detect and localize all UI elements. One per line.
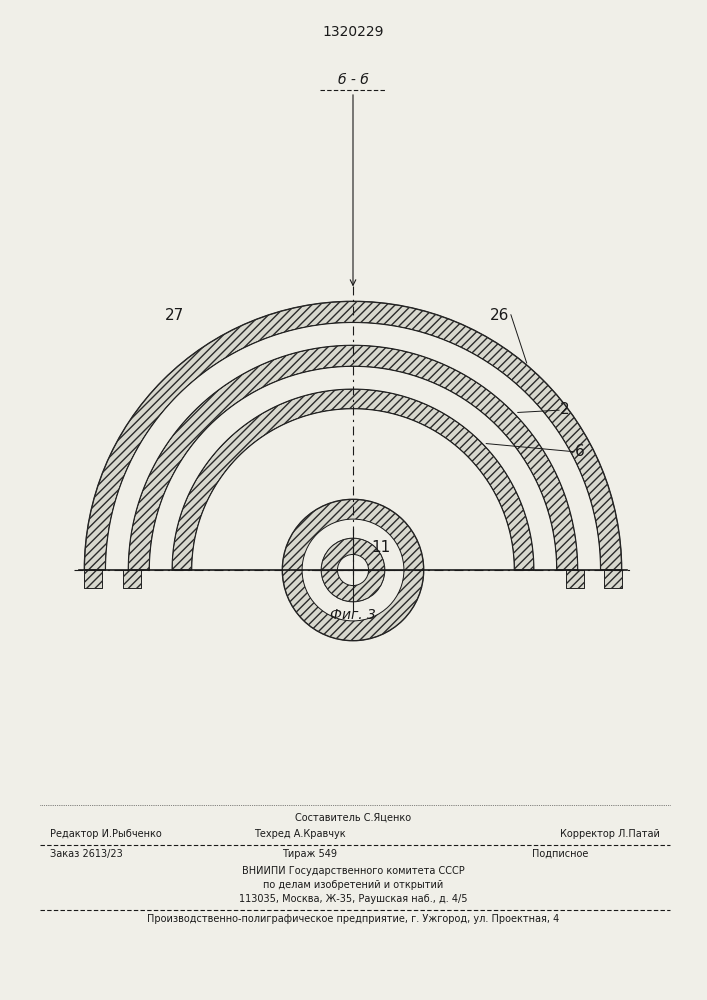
Text: Тираж 549: Тираж 549 [283,849,337,859]
Wedge shape [172,389,534,570]
Wedge shape [105,323,600,570]
Circle shape [321,538,385,602]
Bar [604,570,621,588]
Text: 27: 27 [165,308,185,322]
Circle shape [302,519,404,621]
Bar [84,570,103,588]
Wedge shape [128,345,578,570]
Text: б - б: б - б [338,73,368,87]
Text: Редактор И.Рыбченко: Редактор И.Рыбченко [50,829,162,839]
Text: 26: 26 [491,308,510,322]
Text: Подписное: Подписное [532,849,588,859]
Bar [123,570,141,588]
Text: 11: 11 [371,540,390,556]
Text: Составитель С.Яценко: Составитель С.Яценко [295,813,411,823]
Wedge shape [192,409,514,570]
Text: по делам изобретений и открытий: по делам изобретений и открытий [263,880,443,890]
Text: ВНИИПИ Государственного комитета СССР: ВНИИПИ Государственного комитета СССР [242,866,464,876]
Circle shape [337,554,368,586]
Text: Корректор Л.Патай: Корректор Л.Патай [560,829,660,839]
Text: 113035, Москва, Ж-35, Раушская наб., д. 4/5: 113035, Москва, Ж-35, Раушская наб., д. … [239,894,467,904]
Text: Производственно-полиграфическое предприятие, г. Ужгород, ул. Проектная, 4: Производственно-полиграфическое предприя… [147,914,559,924]
Bar [604,570,621,588]
Bar [566,570,584,588]
Text: 6: 6 [575,444,585,460]
Bar [84,570,103,588]
Circle shape [282,499,423,641]
Text: Техред А.Кравчук: Техред А.Кравчук [255,829,346,839]
Wedge shape [84,301,621,570]
Bar [566,570,584,588]
Text: 2: 2 [560,402,570,418]
Text: Заказ 2613/23: Заказ 2613/23 [50,849,123,859]
Text: 1320229: 1320229 [322,25,384,39]
Text: Фиг. 3: Фиг. 3 [330,608,376,622]
Bar [123,570,141,588]
Wedge shape [149,366,556,570]
